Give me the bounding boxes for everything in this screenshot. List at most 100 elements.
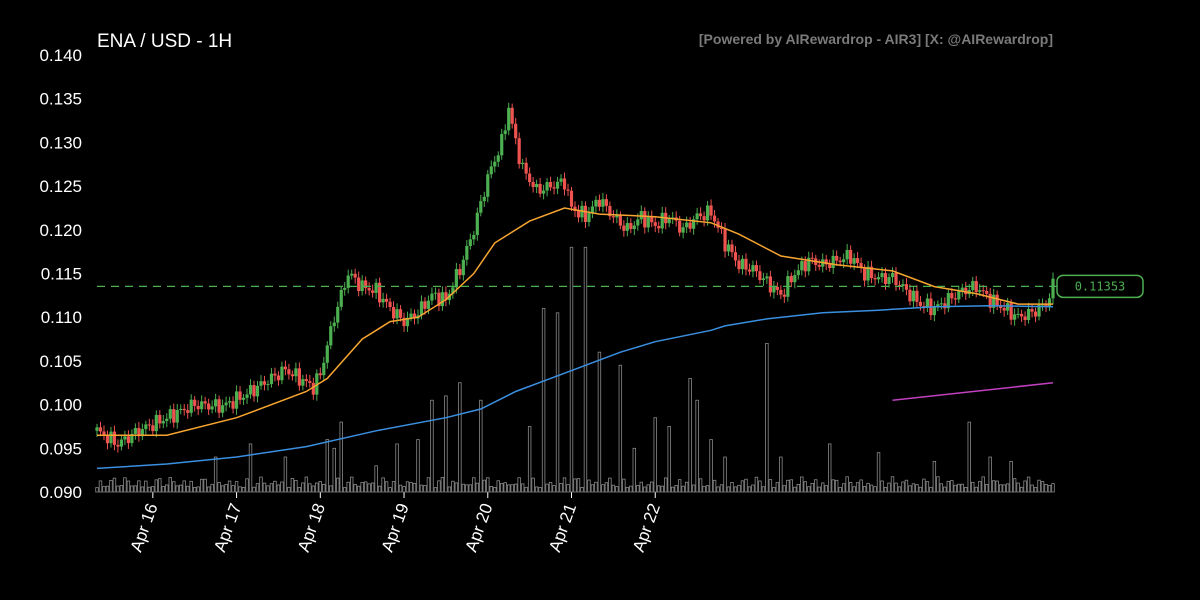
volume-bar: [698, 478, 703, 493]
candle-body: [974, 281, 978, 292]
volume-bar: [712, 479, 717, 493]
candle-body: [234, 391, 239, 409]
volume-bar: [419, 484, 424, 493]
volume-bar: [855, 482, 860, 493]
volume-bar: [688, 377, 692, 493]
volume-bar: [447, 486, 452, 493]
volume-bar: [510, 484, 514, 493]
candle-body: [214, 399, 218, 407]
volume-bar: [133, 485, 138, 493]
volume-bar: [500, 483, 504, 493]
volume-bar: [684, 481, 689, 493]
volume-bar: [901, 481, 905, 493]
candle-body: [322, 362, 326, 376]
volume-bar: [737, 484, 741, 493]
current-price-box: [1056, 274, 1144, 299]
volume-bar: [416, 439, 420, 493]
volume-bar: [555, 312, 560, 493]
candle-body: [915, 290, 919, 302]
volume-bar: [824, 485, 828, 493]
volume-bar: [936, 476, 940, 493]
candle-body: [269, 373, 274, 385]
volume-bar: [810, 482, 814, 493]
candle-body: [583, 205, 588, 222]
candle-body: [1019, 313, 1024, 317]
candle-body: [433, 292, 438, 294]
volume-bar: [744, 478, 748, 493]
volume-bar: [793, 486, 797, 493]
candle-body: [227, 401, 232, 403]
volume-bar: [691, 484, 696, 493]
candle-body: [147, 424, 151, 426]
volume-bar: [461, 483, 466, 493]
candle-body: [1016, 313, 1020, 315]
volume-bar: [513, 483, 518, 493]
candle-body: [681, 227, 685, 233]
current-price-label: 0.11353: [1075, 279, 1126, 293]
candle-body: [207, 403, 211, 410]
volume-bar: [807, 486, 811, 493]
volume-bar: [308, 483, 312, 493]
volume-bar: [116, 485, 120, 493]
candle-body: [409, 313, 413, 318]
volume-bar: [848, 481, 853, 493]
volume-bar: [929, 486, 933, 493]
candle-body: [744, 258, 748, 270]
volume-bar: [841, 483, 846, 493]
candle-body: [555, 181, 560, 189]
candle-body: [186, 410, 190, 413]
candle-body: [444, 292, 448, 301]
volume-bar: [587, 479, 591, 493]
candle-body: [503, 130, 507, 135]
candle-body: [440, 292, 445, 307]
candle-body: [412, 313, 417, 319]
candle-body: [419, 301, 424, 316]
candle-body: [374, 282, 378, 293]
volume-bar: [943, 486, 947, 493]
volume-bar: [681, 485, 685, 493]
candle-body: [569, 190, 574, 207]
candle-body: [238, 391, 242, 400]
candle-body: [496, 155, 500, 162]
candle-body: [981, 290, 985, 292]
volume-bar: [315, 482, 319, 493]
volume-bar: [1040, 481, 1045, 493]
volume-bar: [960, 483, 964, 493]
volume-bar: [758, 480, 762, 493]
volume-bar: [433, 487, 438, 493]
chart-title: ENA / USD - 1H: [97, 31, 232, 52]
candle-body: [862, 267, 867, 281]
volume-bar: [772, 487, 776, 493]
candle-body: [262, 381, 267, 385]
candle-body: [632, 225, 636, 230]
volume-bar: [545, 483, 549, 493]
candle-body: [475, 212, 479, 235]
volume-bar: [206, 486, 211, 493]
candle-body: [772, 286, 776, 293]
candle-body: [730, 244, 734, 253]
volume-bar: [883, 487, 888, 493]
volume-bar: [730, 481, 734, 493]
volume-bar: [430, 399, 434, 493]
volume-bar: [925, 481, 930, 493]
candle-body: [985, 290, 989, 294]
volume-bar: [548, 482, 553, 493]
volume-bar: [262, 482, 267, 493]
candle-body: [489, 166, 493, 175]
volume-bar: [667, 426, 671, 493]
volume-bar: [1044, 483, 1048, 493]
candle-body: [824, 259, 828, 265]
candle-body: [245, 394, 249, 398]
candle-body: [454, 269, 458, 288]
candle-body: [978, 290, 982, 292]
volume-bar: [151, 486, 155, 493]
y-tick-label: 0.100: [39, 396, 82, 415]
candle-body: [625, 223, 629, 231]
candle-body: [468, 239, 472, 246]
volume-bar: [384, 481, 389, 493]
candle-body: [119, 439, 124, 447]
candle-body: [1051, 278, 1055, 299]
candle-body: [890, 273, 895, 278]
